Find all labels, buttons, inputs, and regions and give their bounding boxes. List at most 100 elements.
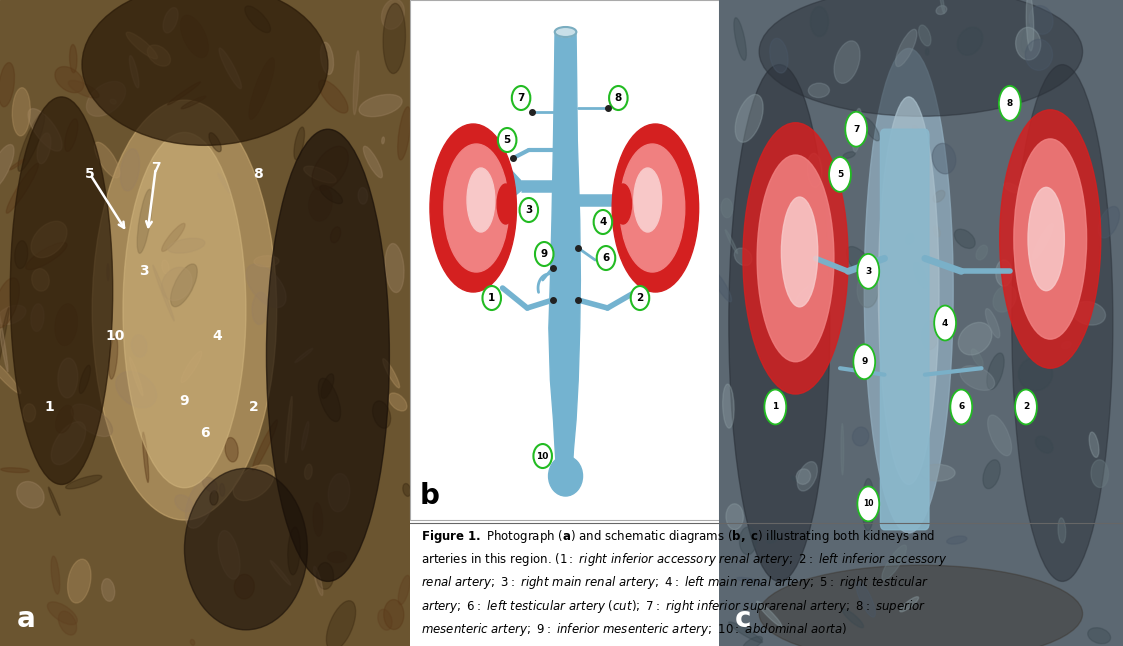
Ellipse shape	[313, 503, 322, 536]
Text: 5: 5	[503, 135, 511, 145]
Ellipse shape	[736, 94, 764, 142]
Ellipse shape	[847, 247, 875, 279]
Ellipse shape	[852, 427, 869, 446]
Ellipse shape	[843, 152, 856, 158]
Ellipse shape	[328, 552, 347, 563]
Ellipse shape	[725, 504, 743, 530]
Ellipse shape	[7, 163, 38, 213]
Ellipse shape	[364, 146, 383, 178]
Ellipse shape	[467, 168, 495, 232]
Circle shape	[497, 128, 517, 152]
Ellipse shape	[373, 401, 391, 428]
Ellipse shape	[202, 477, 218, 492]
Circle shape	[535, 242, 554, 266]
Text: 2: 2	[1023, 402, 1029, 412]
Ellipse shape	[181, 16, 209, 57]
Ellipse shape	[147, 45, 171, 66]
Ellipse shape	[430, 124, 517, 292]
Ellipse shape	[137, 189, 152, 253]
Ellipse shape	[47, 602, 77, 625]
Ellipse shape	[92, 100, 276, 520]
Ellipse shape	[497, 184, 514, 224]
Ellipse shape	[914, 262, 926, 288]
Ellipse shape	[757, 601, 782, 627]
Ellipse shape	[65, 119, 77, 152]
Ellipse shape	[737, 578, 763, 584]
Ellipse shape	[841, 424, 843, 475]
Ellipse shape	[1058, 518, 1066, 543]
Circle shape	[512, 86, 530, 110]
Text: 1: 1	[44, 400, 54, 414]
Ellipse shape	[109, 336, 118, 379]
Ellipse shape	[126, 32, 157, 59]
Text: 6: 6	[602, 253, 610, 263]
Ellipse shape	[69, 81, 99, 98]
Ellipse shape	[116, 371, 156, 408]
Text: 9: 9	[540, 249, 548, 259]
Ellipse shape	[382, 0, 404, 29]
Ellipse shape	[9, 160, 25, 170]
Text: $\it{renal\ artery;\ 3:\ right\ main\ renal\ artery;\ 4:\ left\ main\ renal\ art: $\it{renal\ artery;\ 3:\ right\ main\ re…	[421, 574, 929, 591]
Ellipse shape	[548, 456, 583, 496]
Ellipse shape	[1072, 302, 1105, 325]
Ellipse shape	[1021, 24, 1033, 52]
Ellipse shape	[398, 107, 411, 160]
Text: $\it{mesenteric\ artery;\ 9:\ inferior\ mesenteric\ artery;\ 10:\ abdominal\ aor: $\it{mesenteric\ artery;\ 9:\ inferior\ …	[421, 621, 847, 638]
Ellipse shape	[55, 304, 77, 346]
Ellipse shape	[253, 420, 277, 471]
Circle shape	[533, 444, 553, 468]
Ellipse shape	[209, 132, 221, 152]
Ellipse shape	[175, 495, 193, 512]
Text: 2: 2	[637, 293, 643, 303]
Ellipse shape	[31, 269, 49, 291]
Ellipse shape	[107, 264, 109, 281]
Ellipse shape	[234, 465, 274, 501]
Ellipse shape	[999, 110, 1101, 368]
Ellipse shape	[834, 41, 860, 83]
Ellipse shape	[947, 536, 967, 544]
Ellipse shape	[856, 581, 875, 617]
Ellipse shape	[1014, 139, 1087, 339]
Ellipse shape	[383, 3, 405, 74]
Ellipse shape	[218, 174, 230, 193]
Text: 6: 6	[200, 426, 210, 440]
Ellipse shape	[120, 149, 139, 191]
Ellipse shape	[0, 278, 19, 328]
Text: 1: 1	[489, 293, 495, 303]
Ellipse shape	[328, 474, 349, 512]
Ellipse shape	[882, 545, 906, 580]
Ellipse shape	[210, 491, 218, 505]
Ellipse shape	[933, 226, 940, 237]
Ellipse shape	[330, 227, 340, 243]
Ellipse shape	[86, 81, 126, 116]
Ellipse shape	[796, 469, 811, 484]
Ellipse shape	[101, 579, 115, 601]
Ellipse shape	[1089, 432, 1099, 457]
Ellipse shape	[957, 27, 983, 55]
Ellipse shape	[219, 48, 241, 89]
Ellipse shape	[52, 422, 85, 464]
Ellipse shape	[729, 65, 830, 581]
Ellipse shape	[55, 67, 84, 93]
Ellipse shape	[937, 6, 947, 14]
Circle shape	[609, 86, 628, 110]
Circle shape	[857, 254, 879, 289]
Ellipse shape	[48, 487, 61, 516]
Ellipse shape	[759, 0, 1083, 116]
Text: 4: 4	[212, 329, 222, 343]
Text: 9: 9	[861, 357, 867, 366]
Text: 8: 8	[614, 93, 622, 103]
Ellipse shape	[245, 6, 271, 33]
Circle shape	[846, 112, 867, 147]
Ellipse shape	[72, 404, 112, 437]
Ellipse shape	[18, 113, 45, 171]
Ellipse shape	[320, 185, 343, 203]
Text: 7: 7	[853, 125, 859, 134]
Ellipse shape	[759, 565, 1083, 646]
Ellipse shape	[806, 240, 833, 273]
Ellipse shape	[304, 464, 312, 479]
Text: $\mathbf{Figure\ 1.}$ Photograph ($\mathbf{a}$) and schematic diagrams ($\mathbf: $\mathbf{Figure\ 1.}$ Photograph ($\math…	[421, 528, 934, 545]
Ellipse shape	[933, 191, 944, 202]
Circle shape	[520, 198, 538, 222]
Circle shape	[594, 210, 612, 234]
